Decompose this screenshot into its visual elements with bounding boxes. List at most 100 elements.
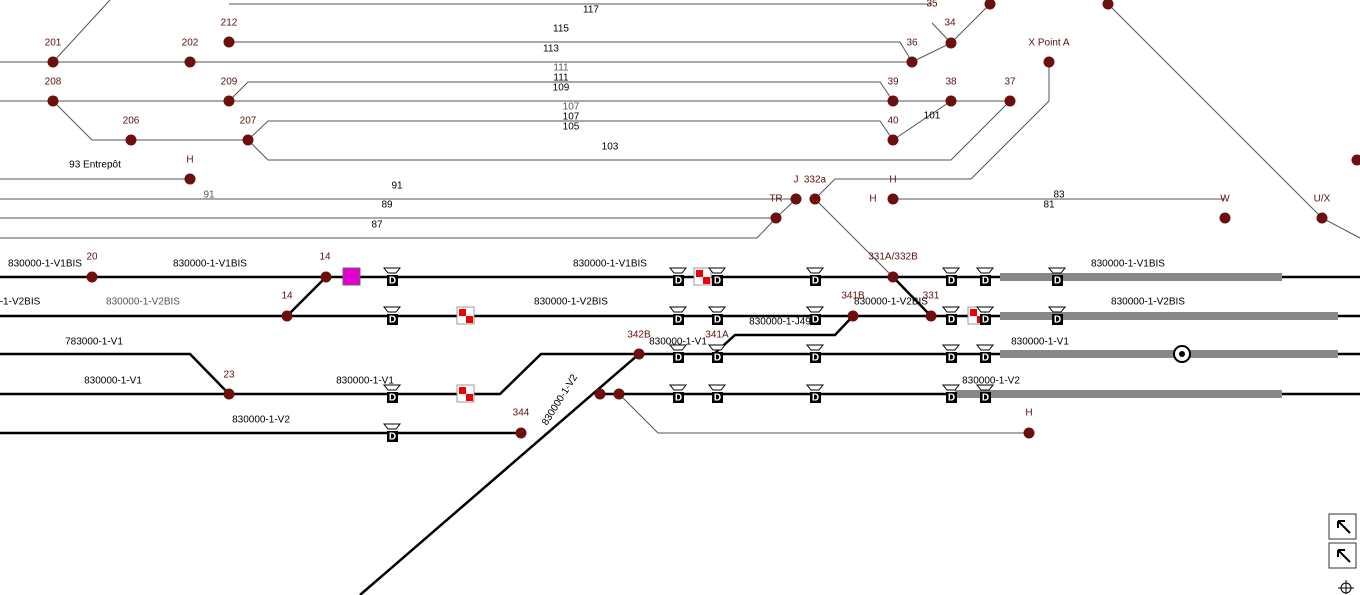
signal-box	[1052, 275, 1063, 286]
signal-box	[673, 392, 684, 403]
button-up[interactable]	[1328, 513, 1357, 540]
node-label: 201	[45, 38, 62, 49]
track-label: 107	[563, 102, 580, 113]
nav-buttons	[1328, 513, 1357, 594]
track-label: 113	[543, 44, 559, 55]
track-label: 91	[203, 190, 215, 201]
signal-lamp	[1047, 267, 1067, 274]
signal-label: D	[948, 276, 955, 287]
signal-label: D	[675, 315, 682, 326]
track-label: 830000-1-V1	[649, 337, 707, 348]
node-label: TR	[769, 194, 782, 205]
node	[945, 95, 957, 107]
signal-box	[712, 352, 723, 363]
signal-label: D	[714, 276, 721, 287]
track-label: 89	[381, 200, 393, 211]
node-label: 36	[906, 38, 918, 49]
node	[809, 193, 821, 205]
signal-lamp	[382, 423, 402, 430]
signal-box	[946, 392, 957, 403]
signal-label: D	[675, 393, 682, 404]
node	[1219, 212, 1231, 224]
signal-label: D	[948, 393, 955, 404]
signal-label: D	[812, 315, 819, 326]
button-back[interactable]	[1328, 542, 1357, 569]
button-center[interactable]	[1338, 580, 1354, 594]
signal-label: D	[812, 353, 819, 364]
node-label: 331	[923, 291, 940, 302]
node	[184, 173, 196, 185]
node	[887, 193, 899, 205]
node-label: 207	[240, 116, 257, 127]
signal-label: D	[812, 276, 819, 287]
node-label: 14	[319, 252, 331, 263]
node-label: 208	[45, 77, 62, 88]
signal-label: D	[714, 353, 721, 364]
node-label: H	[186, 155, 193, 166]
signal-box	[673, 314, 684, 325]
node	[223, 95, 235, 107]
node-label: 341A	[705, 330, 729, 341]
signal-box	[980, 392, 991, 403]
signal-box	[810, 392, 821, 403]
signal-lamp	[941, 306, 961, 313]
track-label: 107	[563, 112, 580, 123]
signal-box	[673, 275, 684, 286]
signal-label: D	[1054, 276, 1061, 287]
node-label: 344	[513, 408, 530, 419]
signal-box	[946, 275, 957, 286]
signal-lamp	[707, 344, 727, 351]
node-label: 202	[182, 38, 199, 49]
node	[242, 134, 254, 146]
node-label: 14	[281, 291, 293, 302]
track-label: 91	[391, 181, 403, 192]
signal-box	[946, 352, 957, 363]
signal-lamp	[975, 306, 995, 313]
node	[906, 56, 918, 68]
signal-label: D	[389, 432, 396, 443]
node-label: J	[794, 175, 799, 186]
node	[125, 134, 137, 146]
signal-box	[1052, 314, 1063, 325]
signal-lamp	[707, 384, 727, 391]
node	[887, 271, 899, 283]
signal-box	[712, 392, 723, 403]
node	[184, 56, 196, 68]
track-label: 105	[563, 122, 580, 133]
signal-box	[712, 314, 723, 325]
signal-lamp	[707, 306, 727, 313]
signal-label: D	[812, 393, 819, 404]
node-label: 23	[223, 370, 235, 381]
node	[1102, 0, 1114, 10]
signal-label: D	[982, 393, 989, 404]
track-label: 830000-1-V1	[84, 376, 142, 387]
node-label: 342B	[627, 330, 651, 341]
node	[594, 388, 606, 400]
track-label: 111	[553, 63, 569, 74]
track-label: 111	[553, 73, 569, 84]
signal-label: D	[948, 353, 955, 364]
node-label: 209	[221, 77, 238, 88]
signal-box	[387, 392, 398, 403]
signal-box	[673, 352, 684, 363]
node-label: 37	[1004, 77, 1016, 88]
signal-lamp	[975, 384, 995, 391]
signal-label: D	[389, 393, 396, 404]
node	[86, 271, 98, 283]
track-label: 830000-1-V2	[540, 372, 580, 427]
node	[945, 37, 957, 49]
signal-lamp	[805, 306, 825, 313]
signal-label: D	[948, 315, 955, 326]
signal-lamp	[707, 267, 727, 274]
node	[281, 310, 293, 322]
signal-label: D	[714, 393, 721, 404]
track-label: 830000-1-V2BIS	[854, 297, 928, 308]
gray-bars	[955, 273, 1338, 398]
signal-label: D	[982, 276, 989, 287]
track-label: 109	[553, 83, 570, 94]
signal-label: D	[982, 353, 989, 364]
node-label: 40	[887, 116, 899, 127]
signal-lamp	[668, 306, 688, 313]
signal-label: D	[675, 276, 682, 287]
track-label: 830000-1-V1BIS	[173, 259, 247, 270]
